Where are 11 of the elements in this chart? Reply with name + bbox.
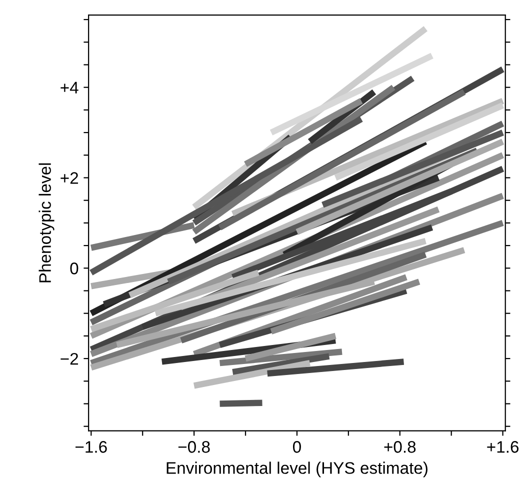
y-tick-label: −2 bbox=[60, 352, 78, 365]
x-tick-label: −0.8 bbox=[178, 441, 210, 453]
y-axis-title: Phenotypic level bbox=[38, 163, 54, 282]
x-axis-title: Environmental level (HYS estimate) bbox=[166, 462, 428, 478]
y-tick-label: 0 bbox=[70, 262, 78, 274]
y-tick-label: +4 bbox=[60, 82, 78, 94]
x-tick-label: 0 bbox=[292, 441, 301, 453]
y-tick-label: +2 bbox=[60, 172, 78, 184]
x-tick-label: +0.8 bbox=[384, 441, 416, 453]
x-tick-label: +1.6 bbox=[487, 441, 519, 453]
x-tick-label: −1.6 bbox=[76, 441, 107, 453]
